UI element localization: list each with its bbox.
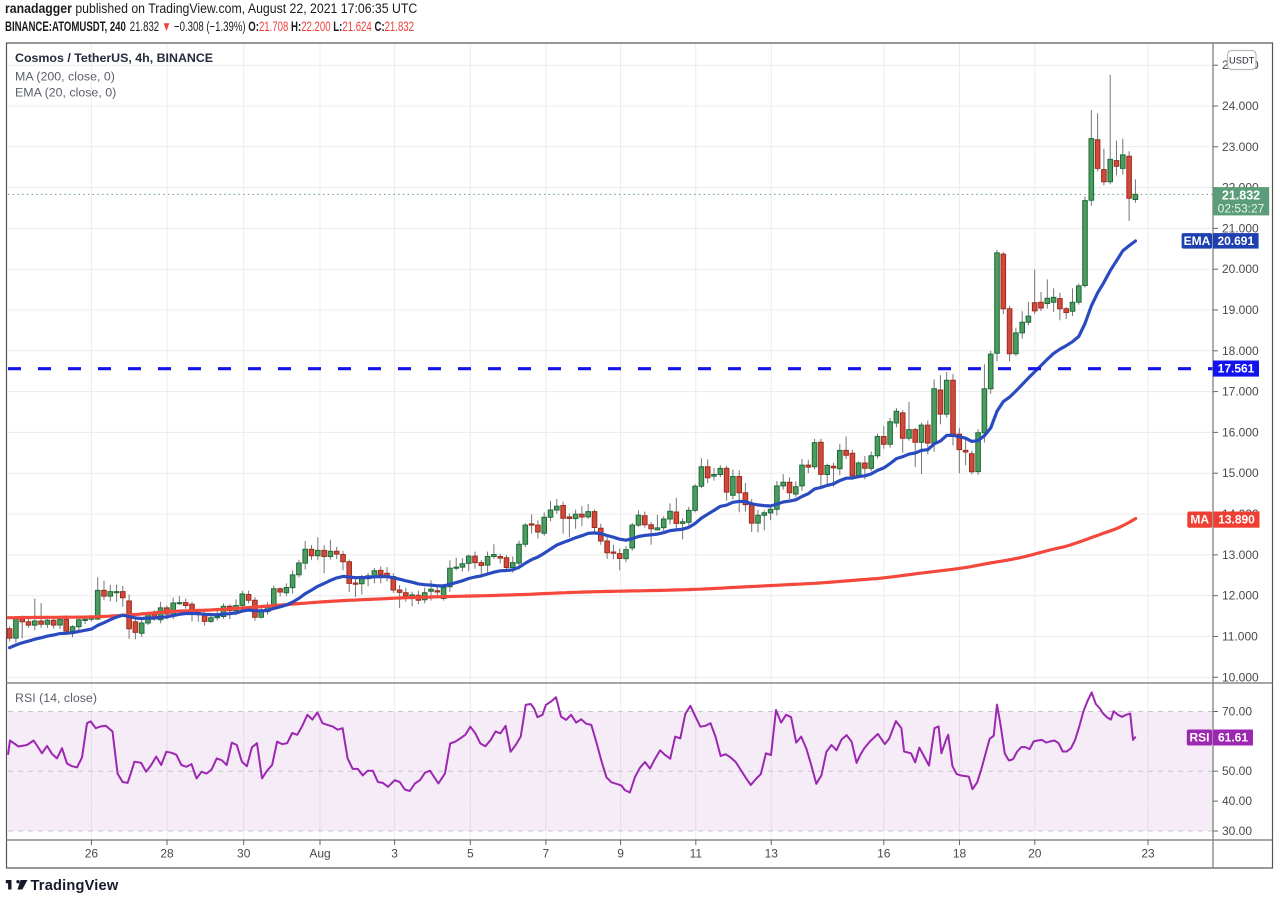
svg-text:TradingView: TradingView (31, 878, 119, 894)
svg-text:26: 26 (85, 847, 99, 861)
svg-text:02:53:27: 02:53:27 (1218, 202, 1265, 216)
svg-text:19.000: 19.000 (1222, 303, 1259, 317)
svg-text:13.890: 13.890 (1218, 513, 1255, 527)
svg-text:18: 18 (953, 847, 967, 861)
svg-text:EMA (20, close, 0): EMA (20, close, 0) (15, 86, 116, 100)
svg-text:50.00: 50.00 (1222, 764, 1252, 778)
svg-text:12.000: 12.000 (1222, 589, 1259, 603)
svg-text:15.000: 15.000 (1222, 466, 1259, 480)
svg-text:20.000: 20.000 (1222, 262, 1259, 276)
svg-text:RSI (14, close): RSI (14, close) (15, 691, 97, 705)
svg-text:23.000: 23.000 (1222, 140, 1259, 154)
svg-text:5: 5 (467, 847, 474, 861)
svg-text:11.000: 11.000 (1222, 630, 1258, 644)
svg-text:RSI: RSI (1189, 730, 1209, 744)
svg-text:21.000: 21.000 (1222, 221, 1259, 235)
svg-text:9: 9 (617, 847, 624, 861)
svg-text:3: 3 (391, 847, 398, 861)
svg-text:MA (200, close, 0): MA (200, close, 0) (15, 70, 115, 84)
svg-text:13: 13 (765, 847, 779, 861)
svg-text:10.000: 10.000 (1222, 670, 1259, 684)
svg-text:40.00: 40.00 (1222, 794, 1252, 808)
svg-text:17.561: 17.561 (1218, 362, 1255, 376)
svg-text:16: 16 (877, 847, 891, 861)
svg-text:17.000: 17.000 (1222, 385, 1259, 399)
svg-text:EMA: EMA (1184, 234, 1211, 248)
svg-text:USDT: USDT (1229, 56, 1255, 66)
svg-text:18.000: 18.000 (1222, 344, 1259, 358)
svg-text:70.00: 70.00 (1222, 705, 1252, 719)
svg-text:61.61: 61.61 (1218, 730, 1248, 744)
svg-text:30: 30 (237, 847, 251, 861)
svg-text:20: 20 (1028, 847, 1042, 861)
svg-text:11: 11 (690, 847, 703, 861)
svg-text:Cosmos / TetherUS, 4h, BINANCE: Cosmos / TetherUS, 4h, BINANCE (15, 51, 213, 65)
svg-text:28: 28 (160, 847, 174, 861)
svg-text:30.00: 30.00 (1222, 824, 1252, 838)
svg-text:7: 7 (543, 847, 550, 861)
svg-text:16.000: 16.000 (1222, 425, 1259, 439)
svg-text:20.691: 20.691 (1217, 234, 1254, 248)
svg-text:24.000: 24.000 (1222, 99, 1259, 113)
svg-text:MA: MA (1190, 513, 1209, 527)
svg-text:23: 23 (1141, 847, 1155, 861)
svg-text:21.832: 21.832 (1222, 189, 1260, 203)
svg-text:13.000: 13.000 (1222, 548, 1259, 562)
svg-text:Aug: Aug (309, 847, 330, 861)
